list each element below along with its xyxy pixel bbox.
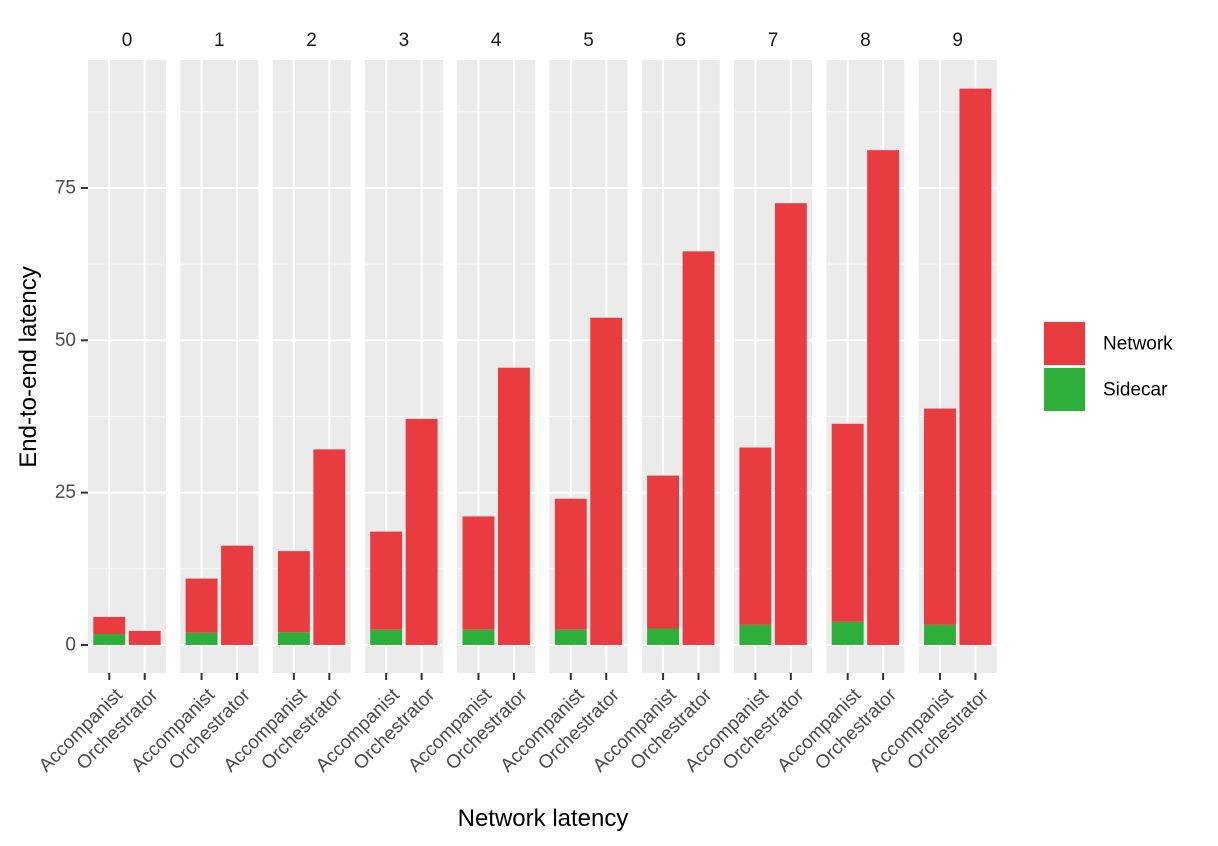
bar-network-5-orchestrator [590, 317, 623, 645]
bar-network-6-accompanist [647, 475, 680, 629]
bar-network-7-orchestrator [774, 203, 807, 645]
y-axis: 0 25 50 75 [55, 177, 88, 655]
bar-network-8-orchestrator [867, 150, 900, 645]
legend: Network Sidecar [1043, 321, 1173, 412]
y-tick-label: 50 [55, 330, 76, 351]
legend-item-network: Network [1043, 321, 1173, 366]
facet-label: 1 [214, 30, 225, 51]
legend-swatch [1044, 368, 1085, 411]
facet-label: 5 [583, 30, 594, 51]
bar-network-2-accompanist [277, 551, 310, 633]
bar-network-8-accompanist [831, 423, 864, 622]
facet-label: 0 [122, 30, 133, 51]
y-axis-title: End-to-end latency [15, 266, 42, 467]
bar-network-4-accompanist [462, 516, 495, 630]
bar-network-3-accompanist [370, 531, 403, 630]
bar-sidecar-6-accompanist [647, 628, 680, 645]
bar-network-6-orchestrator [682, 251, 715, 645]
bar-network-7-accompanist [739, 447, 772, 625]
facet-label: 8 [860, 30, 871, 51]
bar-sidecar-7-accompanist [739, 624, 772, 645]
y-tick-label: 25 [55, 482, 76, 503]
bar-sidecar-9-accompanist [924, 624, 956, 645]
legend-item-sidecar: Sidecar [1043, 367, 1168, 412]
bar-sidecar-2-accompanist [277, 632, 310, 645]
bar-network-9-accompanist [924, 408, 956, 625]
x-axis-title: Network latency [458, 805, 629, 832]
legend-swatch [1044, 322, 1085, 365]
bar-network-9-orchestrator [959, 88, 992, 645]
bar-sidecar-0-accompanist [93, 634, 126, 645]
bar-network-2-orchestrator [313, 449, 346, 645]
bar-network-3-orchestrator [405, 418, 438, 645]
bar-network-0-accompanist [93, 616, 126, 635]
legend-label: Network [1103, 334, 1173, 355]
y-tick-label: 75 [55, 177, 76, 198]
bar-network-1-orchestrator [221, 545, 253, 645]
y-tick-label: 0 [65, 634, 76, 655]
bar-sidecar-1-accompanist [185, 632, 218, 645]
facet-label: 4 [491, 30, 502, 51]
bar-network-4-orchestrator [497, 367, 530, 645]
facet-label: 3 [399, 30, 410, 51]
facet-label: 6 [676, 30, 687, 51]
bar-sidecar-5-accompanist [554, 629, 587, 645]
facet-label: 9 [952, 30, 963, 51]
legend-label: Sidecar [1103, 380, 1168, 401]
bar-network-5-accompanist [554, 498, 587, 630]
panel-background [88, 60, 166, 673]
bar-sidecar-8-accompanist [831, 621, 864, 645]
bar-sidecar-4-accompanist [462, 629, 495, 645]
bar-network-0-orchestrator [128, 630, 161, 645]
bar-sidecar-3-accompanist [370, 629, 403, 645]
facet-label: 2 [306, 30, 317, 51]
bar-network-1-accompanist [185, 578, 218, 633]
facet-label: 7 [768, 30, 779, 51]
